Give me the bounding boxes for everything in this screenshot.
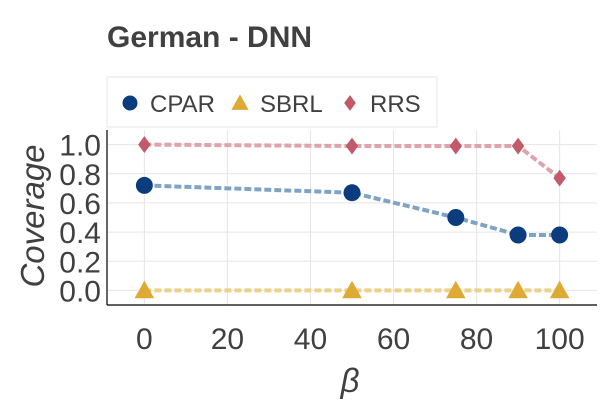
y-tick-label: 0.0 — [59, 275, 101, 308]
x-tick-label: 60 — [377, 323, 410, 356]
data-point-cpar — [509, 226, 527, 244]
legend: CPAR SBRL RRS — [106, 76, 438, 128]
series-markers — [134, 136, 570, 299]
data-point-sbrl — [342, 280, 362, 299]
y-tick-label: 0.2 — [59, 246, 101, 279]
tick-labels: 0 20 40 60 80 100 0.00.20.40.60.81.0 — [59, 130, 584, 356]
data-point-sbrl — [134, 280, 155, 299]
data-point-cpar — [447, 209, 465, 226]
data-point-cpar — [135, 176, 153, 194]
x-axis-label: β — [340, 362, 360, 399]
chart-title: German - DNN — [107, 21, 312, 54]
y-tick-label: 1.0 — [59, 130, 101, 163]
legend-box — [106, 76, 438, 128]
data-point-sbrl — [446, 280, 466, 299]
data-point-cpar — [551, 226, 569, 244]
y-tick-label: 0.8 — [59, 159, 101, 192]
data-point-sbrl — [508, 280, 528, 299]
legend-marker-cpar — [122, 95, 138, 111]
x-tick-label: 100 — [535, 323, 585, 356]
legend-label-sbrl: SBRL — [260, 91, 323, 118]
x-tick-label: 80 — [460, 323, 493, 356]
legend-marker-rrs — [344, 95, 356, 111]
axes — [106, 130, 597, 306]
y-tick-label: 0.4 — [59, 217, 101, 250]
grid — [107, 130, 597, 305]
y-axis-label: Coverage — [14, 144, 51, 287]
x-tick-label: 20 — [211, 323, 244, 356]
data-point-rrs — [138, 136, 151, 153]
data-point-rrs — [553, 169, 566, 187]
data-point-sbrl — [549, 280, 570, 299]
series-lines — [144, 142, 561, 293]
legend-label-rrs: RRS — [370, 91, 421, 118]
x-tick-label: 40 — [294, 323, 327, 356]
data-point-rrs — [511, 137, 525, 155]
legend-label-cpar: CPAR — [150, 91, 215, 118]
y-tick-label: 0.6 — [59, 188, 101, 221]
legend-marker-sbrl — [231, 94, 249, 110]
data-point-rrs — [345, 137, 359, 155]
x-tick-label: 0 — [136, 323, 153, 356]
data-point-cpar — [343, 184, 361, 202]
data-point-rrs — [449, 137, 463, 155]
